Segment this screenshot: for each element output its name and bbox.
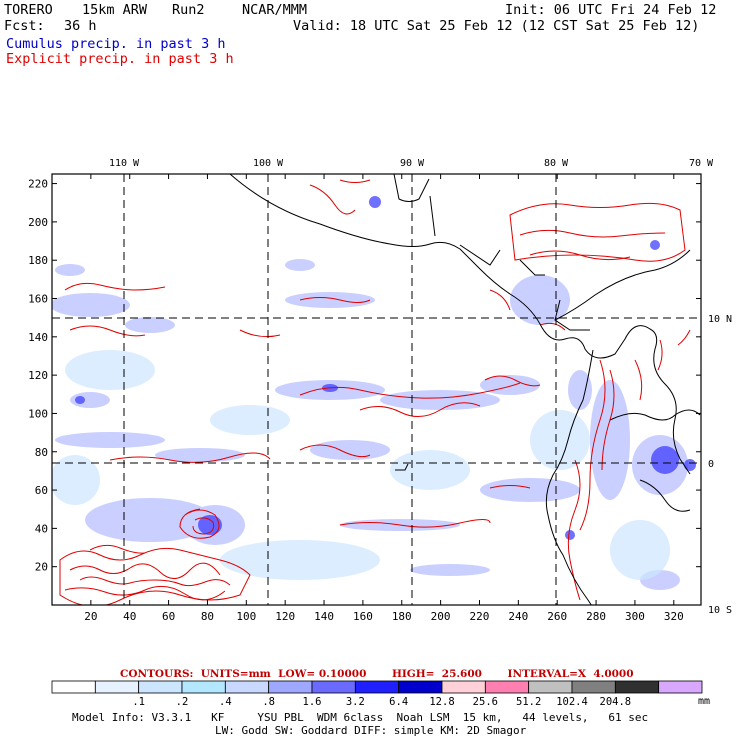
x-tick-label: 180 (392, 610, 412, 623)
longitude-label: 100 W (253, 158, 284, 169)
y-tick-label: 100 (28, 407, 48, 420)
colorbar-swatch (181, 680, 226, 694)
colorbar-swatch (94, 680, 140, 694)
colorbar-swatch (398, 680, 443, 694)
plot-frame (51, 173, 702, 606)
cumulus-precip-heavy (75, 196, 696, 540)
colorbar-swatch (484, 680, 530, 694)
longitude-label: 80 W (544, 158, 569, 169)
run-label: Run2 (172, 2, 205, 18)
explicit-precip-contours (59, 179, 691, 605)
latitude-label: 10 S (708, 605, 732, 616)
x-tick-label: 100 (236, 610, 256, 623)
x-tick-label: 20 (84, 610, 97, 623)
longitude-labels: 110 W 100 W 90 W 80 W 70 W (109, 158, 714, 169)
lat-lon-grid (52, 174, 701, 605)
colorbar-label: .4 (219, 696, 232, 708)
y-tick-label: 80 (35, 446, 48, 459)
x-tick-label: 80 (201, 610, 214, 623)
colorbar-label: 6.4 (389, 696, 409, 708)
explicit-precip-legend: Explicit precip. in past 3 h (6, 51, 234, 67)
x-tick-label: 40 (123, 610, 136, 623)
model-info-line2: LW: Godd SW: Goddard DIFF: simple KM: 2D… (215, 724, 527, 737)
map-plot-area (52, 174, 701, 605)
colorbar-label: 12.8 (429, 696, 455, 708)
latitude-label: 10 N (708, 314, 732, 325)
colorbar-label: 204.8 (599, 696, 632, 708)
latitude-label: 0 (708, 459, 714, 470)
y-axis: 220 200 180 160 140 120 100 80 60 40 20 (28, 178, 701, 574)
coastlines (229, 174, 701, 605)
valid-time: Valid: 18 UTC Sat 25 Feb 12 (12 CST Sat … (293, 18, 700, 34)
x-tick-label: 60 (162, 610, 175, 623)
longitude-label: 110 W (109, 158, 140, 169)
x-tick-label: 300 (625, 610, 645, 623)
colorbar (51, 680, 703, 694)
colorbar-label: .1 (132, 696, 145, 708)
colorbar-swatch (311, 680, 356, 694)
colorbar-swatch (51, 680, 96, 694)
y-tick-label: 140 (28, 331, 48, 344)
cumulus-precip-legend: Cumulus precip. in past 3 h (6, 36, 226, 52)
y-tick-label: 160 (28, 293, 48, 306)
colorbar-swatch (441, 680, 486, 694)
init-time: Init: 06 UTC Fri 24 Feb 12 (505, 2, 717, 18)
x-tick-label: 220 (470, 610, 490, 623)
resolution-label: 15km ARW (82, 2, 148, 18)
forecast-hours: 36 h (64, 18, 97, 34)
y-tick-label: 200 (28, 216, 48, 229)
colorbar-swatch (224, 680, 270, 694)
colorbar-swatch (268, 680, 313, 694)
x-tick-label: 200 (431, 610, 451, 623)
contour-info: CONTOURS: UNITS=mm LOW= 0.10000 HIGH= 25… (120, 668, 634, 680)
x-tick-label: 120 (275, 610, 295, 623)
colorbar-unit: mm (698, 696, 711, 707)
colorbar-label: 25.6 (472, 696, 498, 708)
y-tick-label: 120 (28, 369, 48, 382)
model-name: TORERO (4, 2, 53, 18)
longitude-label: 70 W (689, 158, 714, 169)
y-tick-label: 180 (28, 254, 48, 267)
x-tick-label: 160 (353, 610, 373, 623)
colorbar-label: 1.6 (302, 696, 322, 708)
colorbar-label: 3.2 (345, 696, 365, 708)
x-tick-label: 240 (508, 610, 528, 623)
forecast-label: Fcst: (4, 18, 45, 34)
colorbar-swatch (138, 680, 183, 694)
colorbar-swatch (658, 680, 703, 694)
x-tick-label: 260 (547, 610, 567, 623)
colorbar-label: 51.2 (516, 696, 542, 708)
latitude-labels: 10 N 0 10 S (708, 314, 732, 616)
colorbar-label: .2 (175, 696, 189, 708)
x-tick-label: 140 (314, 610, 334, 623)
y-tick-label: 220 (28, 178, 48, 191)
cumulus-precip-light (52, 350, 670, 580)
colorbar-label: .8 (262, 696, 275, 708)
x-tick-label: 320 (664, 610, 684, 623)
model-info-line1: Model Info: V3.3.1 KF YSU PBL WDM 6class… (72, 711, 649, 724)
colorbar-swatch (528, 680, 573, 694)
x-axis: 20 40 60 80 100 120 140 160 180 200 220 240 260 280 30… (84, 174, 684, 623)
colorbar-label: 102.4 (556, 696, 588, 708)
colorbar-swatch (354, 680, 400, 694)
y-tick-label: 20 (35, 561, 48, 574)
colorbar-swatch (614, 680, 660, 694)
organization-label: NCAR/MMM (242, 2, 308, 18)
longitude-label: 90 W (400, 158, 425, 169)
colorbar-swatch (571, 680, 616, 694)
cumulus-precip-shading (52, 259, 688, 590)
y-tick-label: 60 (35, 484, 48, 497)
y-tick-label: 40 (35, 522, 48, 535)
x-tick-label: 280 (586, 610, 606, 623)
